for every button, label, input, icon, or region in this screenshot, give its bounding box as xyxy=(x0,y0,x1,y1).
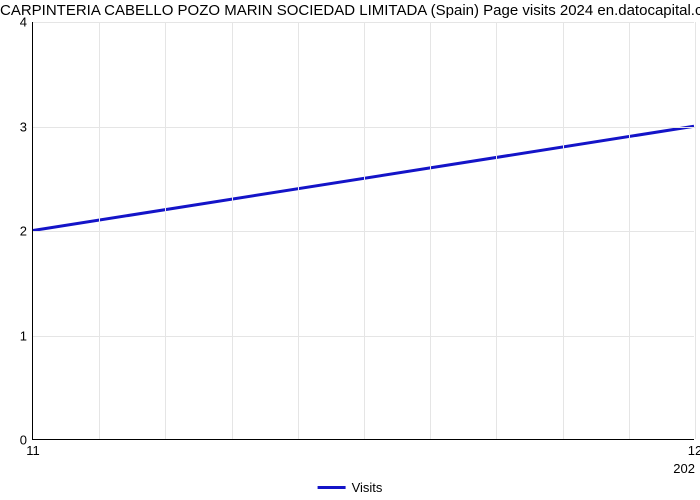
y-tick-label: 3 xyxy=(20,119,27,134)
y-tick-label: 1 xyxy=(20,328,27,343)
y-tick-label: 4 xyxy=(20,15,27,30)
legend: Visits xyxy=(318,480,383,495)
y-tick-label: 2 xyxy=(20,224,27,239)
x-tick-label: 11 xyxy=(26,443,40,458)
legend-swatch xyxy=(318,486,346,489)
gridline-vertical xyxy=(364,22,365,439)
chart-title: CARPINTERIA CABELLO POZO MARIN SOCIEDAD … xyxy=(0,2,700,19)
gridline-vertical xyxy=(232,22,233,439)
gridline-vertical xyxy=(430,22,431,439)
gridline-vertical xyxy=(496,22,497,439)
gridline-vertical xyxy=(695,22,696,439)
plot-area: 012341112202 xyxy=(32,22,694,440)
gridline-vertical xyxy=(298,22,299,439)
gridline-vertical xyxy=(99,22,100,439)
x-tick-label-secondary: 202 xyxy=(673,461,695,476)
legend-label: Visits xyxy=(352,480,383,495)
gridline-vertical xyxy=(165,22,166,439)
chart-root: { "chart": { "type": "line", "title": "C… xyxy=(0,0,700,500)
x-tick-label: 12 xyxy=(688,443,700,458)
gridline-vertical xyxy=(563,22,564,439)
gridline-vertical xyxy=(629,22,630,439)
